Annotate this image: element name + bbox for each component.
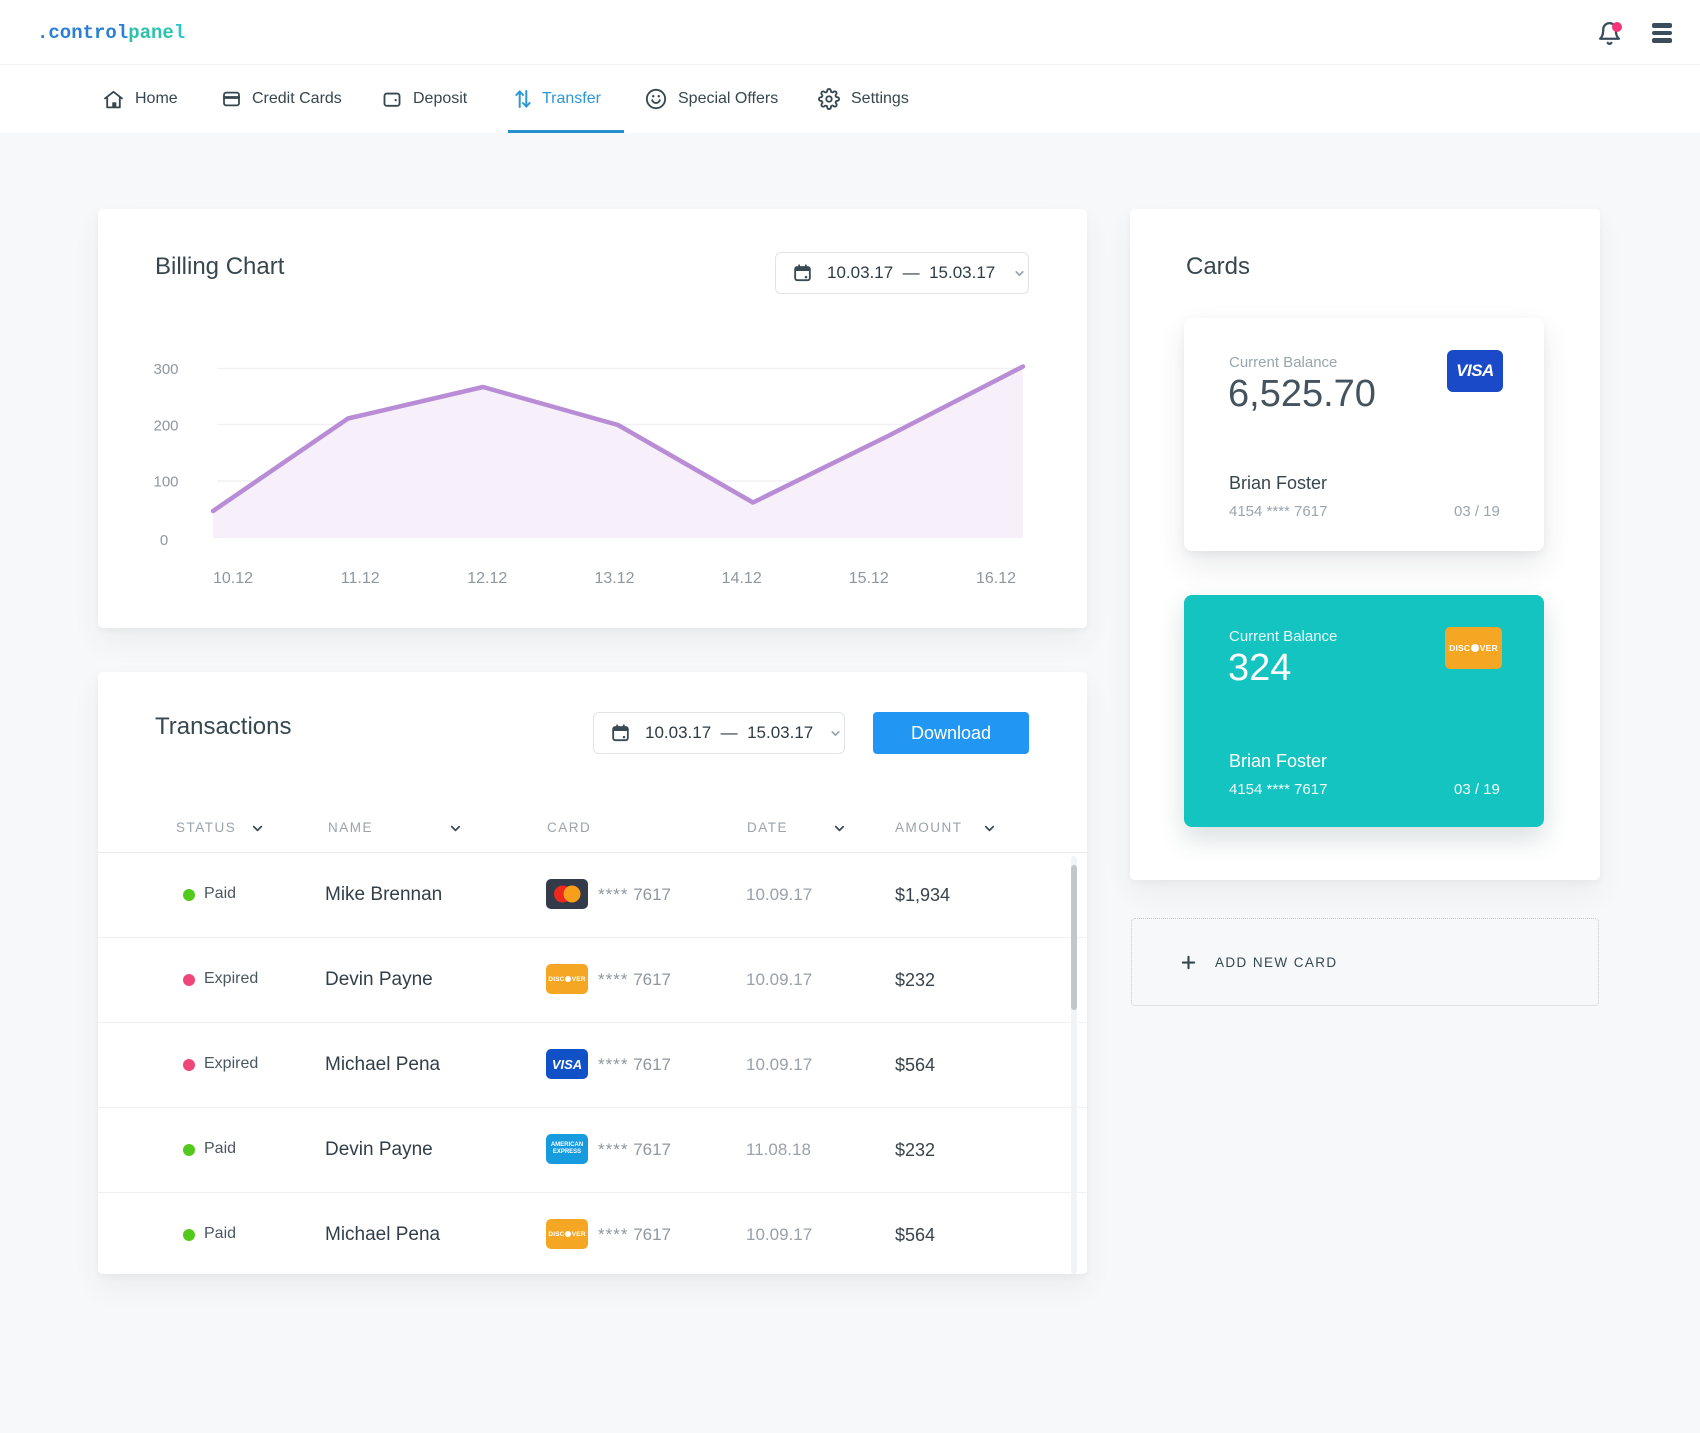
svg-text:12.12: 12.12 [467,570,507,587]
svg-text:11.12: 11.12 [341,570,380,587]
svg-text:13.12: 13.12 [594,570,634,587]
svg-text:10.12: 10.12 [213,570,253,587]
svg-text:15.12: 15.12 [849,570,889,587]
svg-text:0: 0 [160,532,168,549]
svg-text:100: 100 [153,474,178,491]
svg-text:200: 200 [153,418,178,435]
svg-text:300: 300 [153,361,178,378]
svg-text:14.12: 14.12 [722,570,762,587]
svg-text:16.12: 16.12 [976,570,1016,587]
